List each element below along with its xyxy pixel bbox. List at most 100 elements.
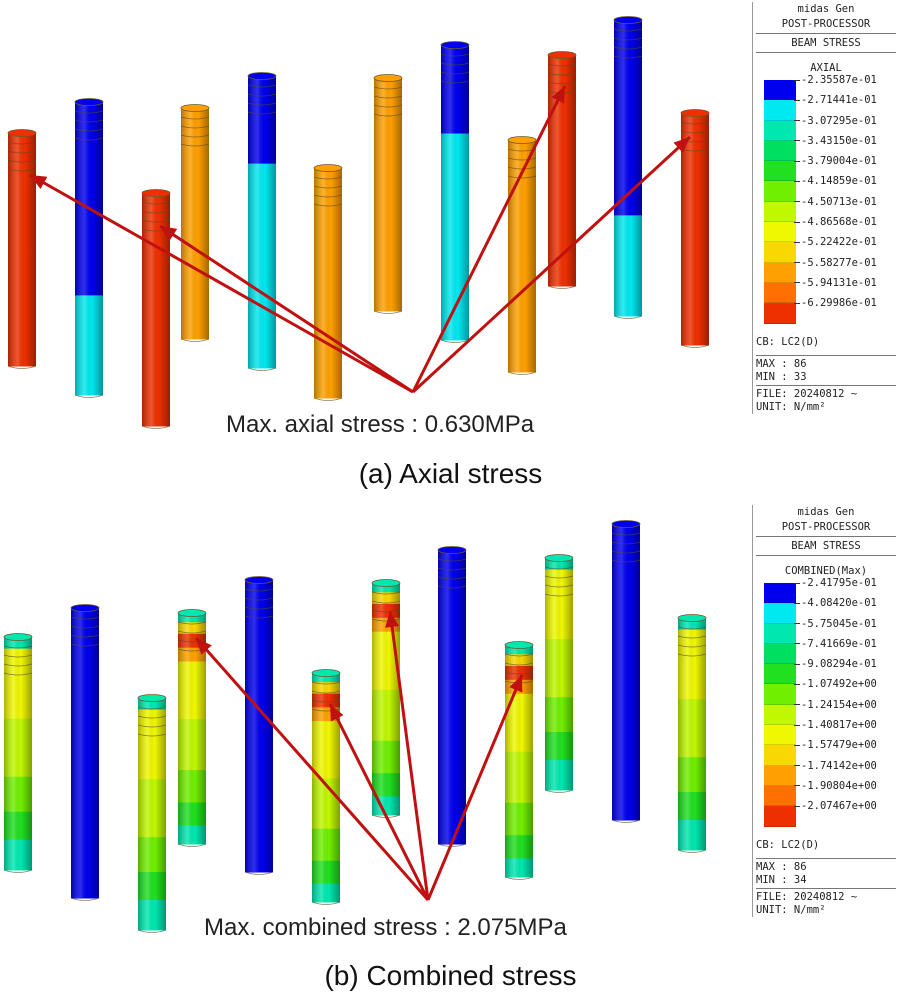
column	[244, 576, 274, 875]
legend-swatch	[764, 785, 796, 807]
legend-level-label: -1.07492e+00	[794, 678, 877, 698]
legend-swatch	[764, 140, 796, 162]
legend-level-label: -3.07295e-01	[794, 115, 877, 135]
legend-swatch	[764, 643, 796, 665]
pointer-arrow	[159, 224, 414, 394]
legend-swatch	[764, 684, 796, 705]
column	[371, 579, 401, 818]
combined-stress-column-model	[3, 520, 707, 933]
legend-swatch	[764, 765, 796, 786]
legend-labels: -2.35587e-01 -2.71441e-01 -3.07295e-01 -3.4…	[794, 74, 877, 318]
legend-swatches	[764, 583, 796, 827]
legend-labels: -2.41795e-01 -4.08420e-01 -5.75045e-01 -7.4…	[794, 577, 877, 821]
pointer-arrow	[385, 610, 430, 901]
legend-module: POST-PROCESSOR	[781, 521, 871, 533]
legend-level-label: -1.74142e+00	[794, 760, 877, 780]
combined-stress-legend: midas Gen POST-PROCESSOR BEAM STRESS COM…	[752, 505, 896, 917]
legend-swatch	[764, 603, 796, 624]
pointer-arrow	[411, 135, 692, 394]
column	[180, 104, 210, 342]
legend-swatch	[764, 664, 796, 685]
legend-program: midas Gen	[797, 506, 855, 518]
column	[507, 136, 537, 375]
column	[70, 604, 100, 901]
column	[613, 16, 643, 319]
legend-level-label: -5.94131e-01	[794, 277, 877, 297]
pointer-arrow	[29, 173, 414, 394]
pointer-arrow	[194, 637, 430, 901]
legend-swatch	[764, 161, 796, 182]
legend-swatch	[764, 583, 796, 604]
legend-color-scale: -2.35587e-01 -2.71441e-01 -3.07295e-01 -3.4…	[756, 74, 896, 330]
legend-swatch	[764, 222, 796, 243]
legend-swatch	[764, 181, 796, 202]
column	[440, 41, 470, 343]
legend-swatch	[764, 100, 796, 121]
legend-load-case: CB: LC2(D)	[756, 839, 820, 851]
legend-level-label: -5.75045e-01	[794, 618, 877, 638]
caption-b: (b) Combined stress	[324, 960, 577, 991]
legend-swatch	[764, 282, 796, 304]
legend-unit: UNIT: N/mm²	[756, 904, 826, 916]
column	[544, 554, 574, 793]
column	[680, 109, 710, 348]
legend-level-label: -5.22422e-01	[794, 236, 877, 256]
legend-swatch	[764, 745, 796, 766]
caption-a: (a) Axial stress	[358, 458, 543, 489]
legend-level-label: -1.90804e+00	[794, 780, 877, 800]
legend-file: FILE: 20240812 ~	[756, 891, 858, 903]
column	[677, 614, 707, 853]
column	[141, 189, 171, 429]
pointer-arrow	[411, 85, 567, 393]
legend-level-label: -1.57479e+00	[794, 739, 877, 759]
legend-level-label: -1.24154e+00	[794, 699, 877, 719]
column	[437, 546, 467, 847]
legend-level-label: -2.07467e+00	[794, 800, 877, 820]
legend-module: POST-PROCESSOR	[781, 18, 871, 30]
combined-stress-panel: Max. combined stress : 2.075MPa midas Ge…	[0, 500, 901, 997]
legend-level-label: -4.50713e-01	[794, 196, 877, 216]
axial-stress-legend: midas Gen POST-PROCESSOR BEAM STRESS AXI…	[752, 2, 896, 414]
column	[247, 72, 277, 371]
legend-result: BEAM STRESS	[791, 37, 861, 49]
column	[7, 129, 37, 369]
column	[611, 520, 641, 823]
legend-level-label: -9.08294e-01	[794, 658, 877, 678]
pointer-arrow	[328, 703, 430, 901]
legend-swatch	[764, 725, 796, 746]
legend-level-label: -4.86568e-01	[794, 216, 877, 236]
column	[74, 98, 104, 398]
legend-mode: AXIAL	[810, 62, 842, 74]
legend-min: MIN : 33	[756, 371, 807, 383]
legend-level-label: -6.29986e-01	[794, 297, 877, 317]
legend-level-label: -5.58277e-01	[794, 257, 877, 277]
legend-swatch	[764, 623, 796, 644]
legend-level-label: -3.43150e-01	[794, 135, 877, 155]
legend-level-label: -7.41669e-01	[794, 638, 877, 658]
legend-swatch	[764, 201, 796, 223]
max-combined-stress-annotation: Max. combined stress : 2.075MPa	[200, 914, 571, 942]
column	[504, 641, 534, 880]
legend-level-label: -4.14859e-01	[794, 175, 877, 195]
legend-swatch	[764, 242, 796, 263]
legend-level-label: -2.41795e-01	[794, 577, 877, 597]
axial-stress-column-model	[7, 16, 710, 429]
legend-max: MAX : 86	[756, 861, 807, 873]
max-axial-stress-annotation: Max. axial stress : 0.630MPa	[222, 411, 539, 439]
legend-swatch	[764, 120, 796, 141]
legend-level-label: -2.35587e-01	[794, 74, 877, 94]
legend-swatch	[764, 806, 796, 827]
legend-color-scale: -2.41795e-01 -4.08420e-01 -5.75045e-01 -7.4…	[756, 577, 896, 833]
legend-swatch	[764, 262, 796, 283]
column	[311, 669, 341, 905]
pointer-arrow	[426, 674, 524, 901]
legend-swatch	[764, 80, 796, 101]
legend-swatch	[764, 303, 796, 324]
legend-result: BEAM STRESS	[791, 540, 861, 552]
legend-swatches	[764, 80, 796, 324]
column	[3, 633, 33, 873]
column	[177, 609, 207, 847]
legend-min: MIN : 34	[756, 874, 807, 886]
legend-program: midas Gen	[797, 3, 855, 15]
axial-stress-panel: Max. axial stress : 0.630MPa midas Gen P…	[7, 2, 896, 489]
